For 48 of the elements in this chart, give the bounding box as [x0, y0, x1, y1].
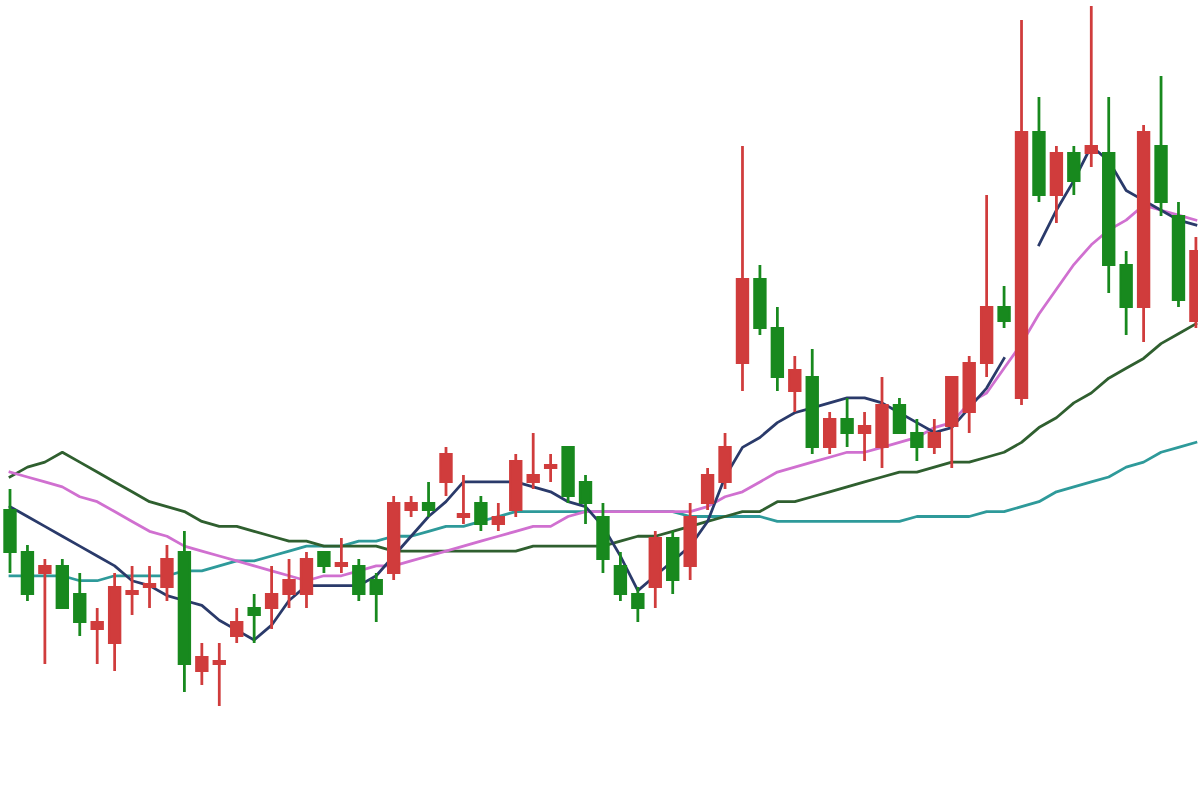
candlestick [997, 284, 1011, 330]
candlestick [90, 606, 104, 666]
candlestick [264, 564, 279, 631]
candlestick [631, 585, 645, 624]
candlestick [822, 410, 837, 456]
candlestick [404, 494, 418, 519]
candlestick [334, 536, 349, 575]
candlestick [247, 592, 261, 645]
candlestick [1049, 144, 1064, 225]
candlestick [596, 501, 610, 575]
candlestick [212, 641, 226, 708]
candlestick [352, 557, 366, 603]
candlestick [369, 571, 383, 624]
candlestick [892, 396, 907, 435]
candlestick [875, 375, 889, 470]
candlestick [857, 410, 872, 463]
candlestick [910, 417, 924, 463]
candlestick [73, 571, 87, 638]
candlestick [195, 641, 209, 687]
candlestick [125, 564, 139, 617]
candlestick [666, 529, 680, 596]
candlestick [38, 557, 52, 666]
candlestick [282, 557, 296, 610]
candlestick [474, 494, 488, 533]
candlestick [718, 431, 732, 491]
candlestick [543, 452, 558, 484]
candlestick [55, 557, 70, 610]
candlestick [3, 487, 17, 575]
candlestick [1084, 4, 1098, 169]
candlestick [526, 431, 540, 491]
candlestick [840, 396, 854, 449]
candlestick [788, 354, 802, 414]
candlestick [613, 550, 628, 603]
candlestick [578, 473, 593, 526]
candlestick [160, 543, 174, 603]
candlestick [439, 445, 453, 498]
candlestick [491, 501, 506, 533]
candlestick [421, 480, 436, 519]
candlestick [20, 543, 35, 603]
candlestick [299, 550, 314, 610]
candlestick [142, 564, 157, 610]
candlestick [927, 417, 942, 456]
candlestick [317, 550, 331, 575]
candlestick [1067, 144, 1081, 197]
candlestick [230, 606, 244, 645]
candlestick [700, 466, 715, 512]
candlestick [456, 473, 471, 526]
candlestick [1119, 249, 1133, 337]
